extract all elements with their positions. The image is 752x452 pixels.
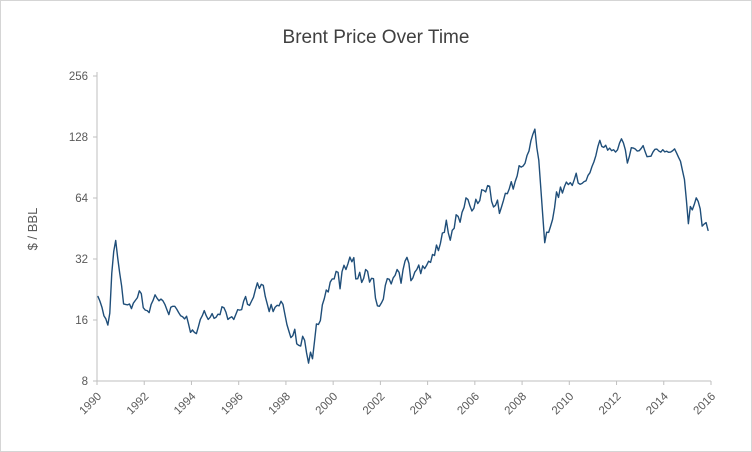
x-tick-label: 1990 <box>78 391 105 418</box>
y-tick-label: 32 <box>75 254 88 266</box>
x-tick-label: 1998 <box>266 391 293 418</box>
x-tick-label: 2006 <box>455 391 482 418</box>
axes <box>96 72 711 382</box>
y-tick-label: 16 <box>75 315 88 327</box>
y-tick-label: 8 <box>82 376 88 388</box>
x-tick-label: 2004 <box>408 390 435 417</box>
x-tick-label: 1994 <box>172 390 199 417</box>
y-tick-label: 128 <box>69 132 88 144</box>
x-axis-ticks: 1990 1992 1994 1996 1998 2000 2002 2004 2006 2008… <box>78 381 719 418</box>
x-tick-label: 2002 <box>361 391 388 418</box>
y-tick-label: 64 <box>75 193 88 205</box>
x-tick-label: 2014 <box>644 390 671 417</box>
x-tick-label: 2012 <box>597 391 624 418</box>
price-line <box>97 128 709 364</box>
x-tick-label: 2016 <box>692 391 719 418</box>
x-tick-label: 1996 <box>219 391 246 418</box>
x-tick-label: 1992 <box>125 391 152 418</box>
price-line-group <box>97 128 709 364</box>
x-tick-label: 2010 <box>550 391 577 418</box>
y-axis-ticks: 256 128 64 32 16 8 <box>69 71 97 388</box>
x-tick-label: 2000 <box>314 391 341 418</box>
chart-title: Brent Price Over Time <box>283 27 470 48</box>
y-axis-label: $ / BBL <box>25 208 40 251</box>
y-tick-label: 256 <box>69 71 88 83</box>
x-tick-label: 2008 <box>503 391 530 418</box>
